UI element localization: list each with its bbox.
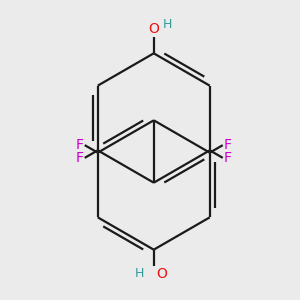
- Text: O: O: [156, 267, 167, 281]
- Text: H: H: [163, 18, 172, 32]
- Text: H: H: [135, 267, 145, 280]
- Text: O: O: [148, 22, 159, 36]
- Text: F: F: [76, 138, 84, 152]
- Text: F: F: [76, 151, 84, 165]
- Text: F: F: [224, 138, 232, 152]
- Text: F: F: [224, 151, 232, 165]
